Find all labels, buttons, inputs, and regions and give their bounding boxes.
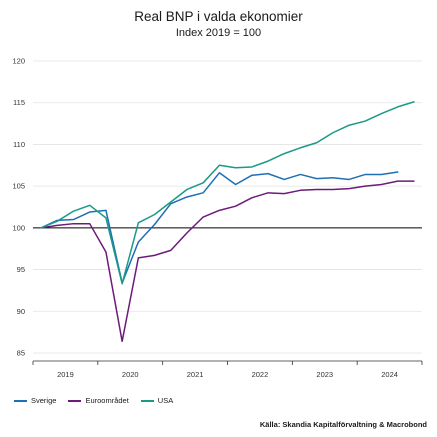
- legend-label: Euroområdet: [85, 396, 129, 405]
- y-tick-label: 110: [13, 140, 25, 149]
- x-tick-label: 2022: [252, 370, 269, 379]
- legend-item: USA: [140, 396, 174, 405]
- y-tick-label: 115: [13, 98, 25, 107]
- y-tick-label: 105: [12, 182, 25, 191]
- legend-item: Euroområdet: [68, 396, 129, 405]
- axes: [32, 360, 423, 365]
- source-note: Källa: Skandia Kapitalförvaltning & Macr…: [259, 420, 427, 429]
- x-tick-label: 2019: [57, 370, 74, 379]
- series-line-usa: [40, 101, 415, 285]
- legend-item: Sverige: [14, 396, 56, 405]
- legend-swatch: [68, 399, 82, 402]
- y-tick-label: 120: [12, 57, 25, 66]
- chart-subtitle: Index 2019 = 100: [175, 27, 262, 39]
- y-tick-label: 85: [17, 349, 25, 358]
- y-tick-label: 100: [12, 223, 25, 232]
- legend-swatch: [14, 399, 27, 402]
- legend-label: USA: [157, 396, 174, 405]
- tick-labels: 85 90 95 100 105 110 115 120 2019 2020 2021 2022 202…: [12, 57, 397, 380]
- series-lines: [40, 101, 415, 343]
- x-tick-label: 2023: [316, 370, 333, 379]
- x-tick-label: 2024: [381, 370, 398, 379]
- legend-label: Sverige: [31, 396, 57, 405]
- legend: Sverige Euroområdet USA: [14, 396, 185, 405]
- y-tick-label: 95: [17, 265, 25, 274]
- series-line-euroomr-det: [40, 180, 415, 343]
- series-line-sverige: [40, 171, 399, 284]
- legend-swatch: [140, 399, 154, 402]
- x-tick-label: 2020: [122, 370, 139, 379]
- chart-title: Real BNP i valda ekonomier: [134, 9, 303, 24]
- x-tick-label: 2021: [187, 370, 204, 379]
- y-tick-label: 90: [17, 307, 25, 316]
- grid: [33, 60, 422, 354]
